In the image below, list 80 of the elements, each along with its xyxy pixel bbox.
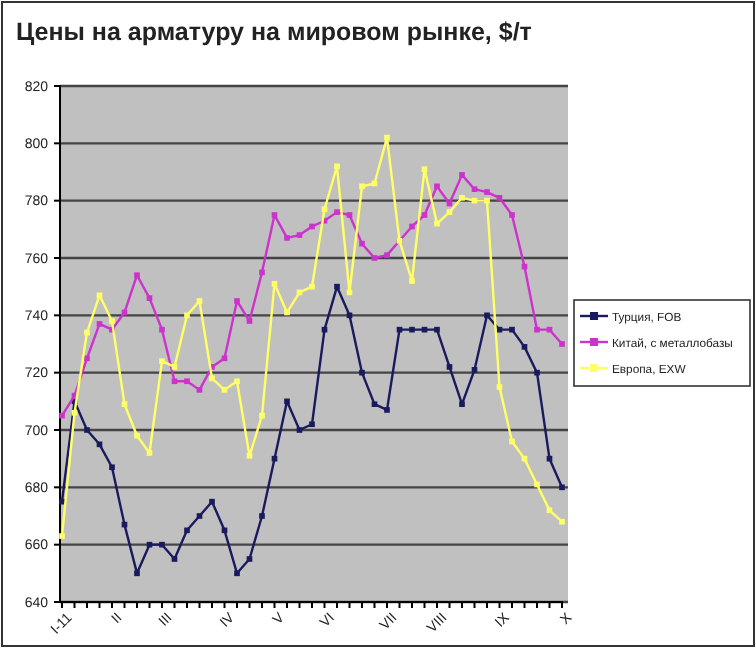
point: [84, 329, 90, 336]
point: [271, 280, 278, 287]
point: [559, 484, 565, 491]
point: [259, 269, 265, 276]
point: [234, 570, 240, 577]
point: [246, 452, 253, 459]
point: [196, 513, 203, 519]
point: [71, 409, 78, 416]
point: [421, 166, 428, 172]
point: [309, 421, 315, 428]
point: [321, 206, 328, 213]
point: [209, 375, 215, 382]
point: [409, 326, 415, 333]
point: [334, 283, 340, 290]
point: [84, 355, 90, 362]
point: [109, 464, 115, 471]
point: [221, 387, 228, 393]
point: [196, 298, 203, 304]
point: [259, 412, 265, 419]
point: [546, 507, 553, 514]
point: [484, 312, 490, 319]
point: [434, 326, 440, 333]
point: [496, 194, 503, 201]
point: [121, 401, 128, 408]
chart-title: Цены на арматуру на мировом рынке, $/т: [16, 18, 532, 46]
point: [209, 498, 215, 505]
line-series: [59, 172, 565, 419]
point: [96, 292, 103, 299]
point: [509, 326, 515, 333]
point: [309, 223, 315, 230]
point: [96, 321, 103, 327]
point: [284, 309, 290, 316]
point: [59, 412, 65, 419]
point: [146, 295, 153, 301]
point: [334, 163, 340, 170]
point: [534, 326, 540, 333]
point: [296, 232, 303, 238]
point: [159, 541, 165, 548]
point: [434, 183, 440, 190]
point: [409, 223, 415, 230]
point: [471, 186, 478, 193]
point: [284, 398, 290, 405]
point: [471, 366, 478, 373]
point: [296, 427, 303, 433]
point: [534, 481, 540, 488]
point: [246, 556, 253, 562]
point: [371, 255, 378, 261]
point: [309, 283, 315, 290]
point: [359, 369, 365, 376]
point: [384, 134, 390, 141]
point: [359, 183, 365, 190]
point: [246, 318, 253, 324]
point: [496, 384, 503, 390]
point: [184, 527, 190, 534]
point: [171, 378, 178, 385]
point: [184, 312, 190, 319]
point: [146, 450, 153, 456]
point: [446, 364, 453, 370]
point: [559, 518, 565, 525]
point: [346, 212, 353, 218]
point: [446, 209, 453, 215]
point: [171, 556, 178, 562]
point: [484, 197, 490, 204]
point: [534, 369, 540, 376]
point: [434, 220, 440, 227]
point: [159, 326, 165, 333]
point: [359, 240, 365, 247]
point: [509, 438, 515, 445]
point: [184, 378, 190, 385]
point: [521, 344, 528, 350]
point: [134, 570, 140, 577]
point: [421, 212, 428, 218]
point: [196, 387, 203, 393]
point: [234, 378, 240, 385]
point: [271, 212, 278, 218]
point: [371, 401, 378, 408]
line-series: [59, 283, 565, 577]
point: [134, 432, 140, 439]
point: [171, 364, 178, 370]
line-series: [59, 134, 565, 539]
